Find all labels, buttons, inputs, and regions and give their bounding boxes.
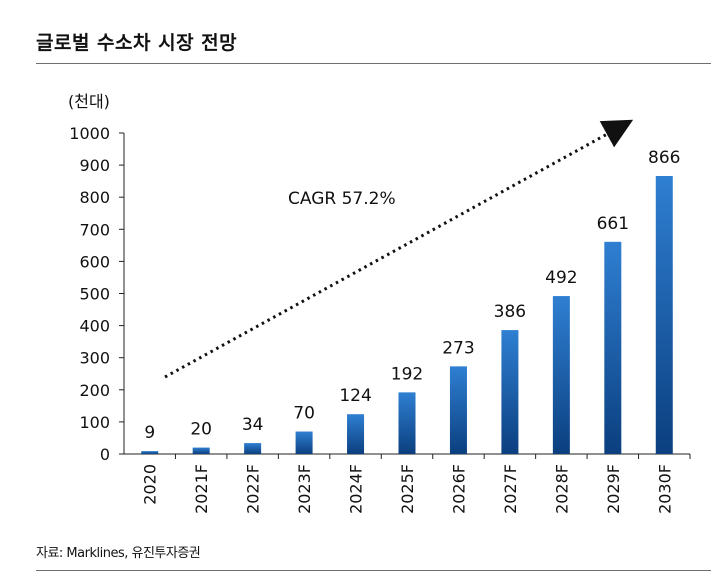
x-tick-label: 2022F [244,464,263,514]
bar [398,392,416,454]
bar [244,443,262,454]
x-tick-label: 2020 [141,464,160,505]
bar [347,414,365,454]
y-tick-label: 600 [79,252,110,271]
bar [655,176,673,454]
bar-value-label: 273 [442,338,474,358]
bar [501,330,519,454]
bar-value-label: 20 [190,420,212,440]
trend-arrow [164,119,634,379]
cagr-annotation: CAGR 57.2% [288,189,396,209]
bar [552,296,570,454]
bar-value-label: 192 [391,364,423,384]
y-axis-unit-label: (천대) [68,92,110,111]
x-tick-label: 2021F [192,464,211,514]
bar-value-label: 386 [494,302,526,322]
y-tick-label: 400 [79,317,110,336]
chart-title: 글로벌 수소차 시장 전망 [36,32,238,54]
bar-value-label: 9 [144,423,155,443]
x-tick-label: 2029F [604,464,623,514]
source-note: 자료: Marklines, 유진투자증권 [36,546,201,561]
bar-value-label: 70 [293,404,315,424]
y-tick-label: 0 [100,445,110,464]
y-tick-label: 100 [79,413,110,432]
y-tick-label: 1000 [69,124,110,143]
y-tick-label: 200 [79,381,110,400]
footer-divider [36,570,711,571]
bar [295,431,313,454]
y-tick-label: 900 [79,156,110,175]
bar-value-label: 34 [242,415,264,435]
title-divider [36,63,711,64]
x-tick-label: 2026F [449,464,468,514]
x-tick-label: 2025F [398,464,417,514]
x-tick-label: 2027F [501,464,520,514]
bar-value-label: 124 [339,386,371,406]
y-tick-label: 800 [79,188,110,207]
bar [449,366,467,454]
x-tick-label: 2028F [552,464,571,514]
y-tick-label: 500 [79,285,110,304]
x-tick-label: 2023F [295,464,314,514]
x-tick-label: 2030F [655,464,674,514]
x-tick-label: 2024F [347,464,366,514]
bar [141,451,159,454]
bar-value-label: 492 [545,268,577,288]
bar [604,241,622,454]
bar-value-label: 661 [597,214,629,234]
y-tick-label: 300 [79,349,110,368]
y-tick-label: 700 [79,220,110,239]
bar [192,447,210,454]
bar-value-label: 866 [648,148,680,168]
